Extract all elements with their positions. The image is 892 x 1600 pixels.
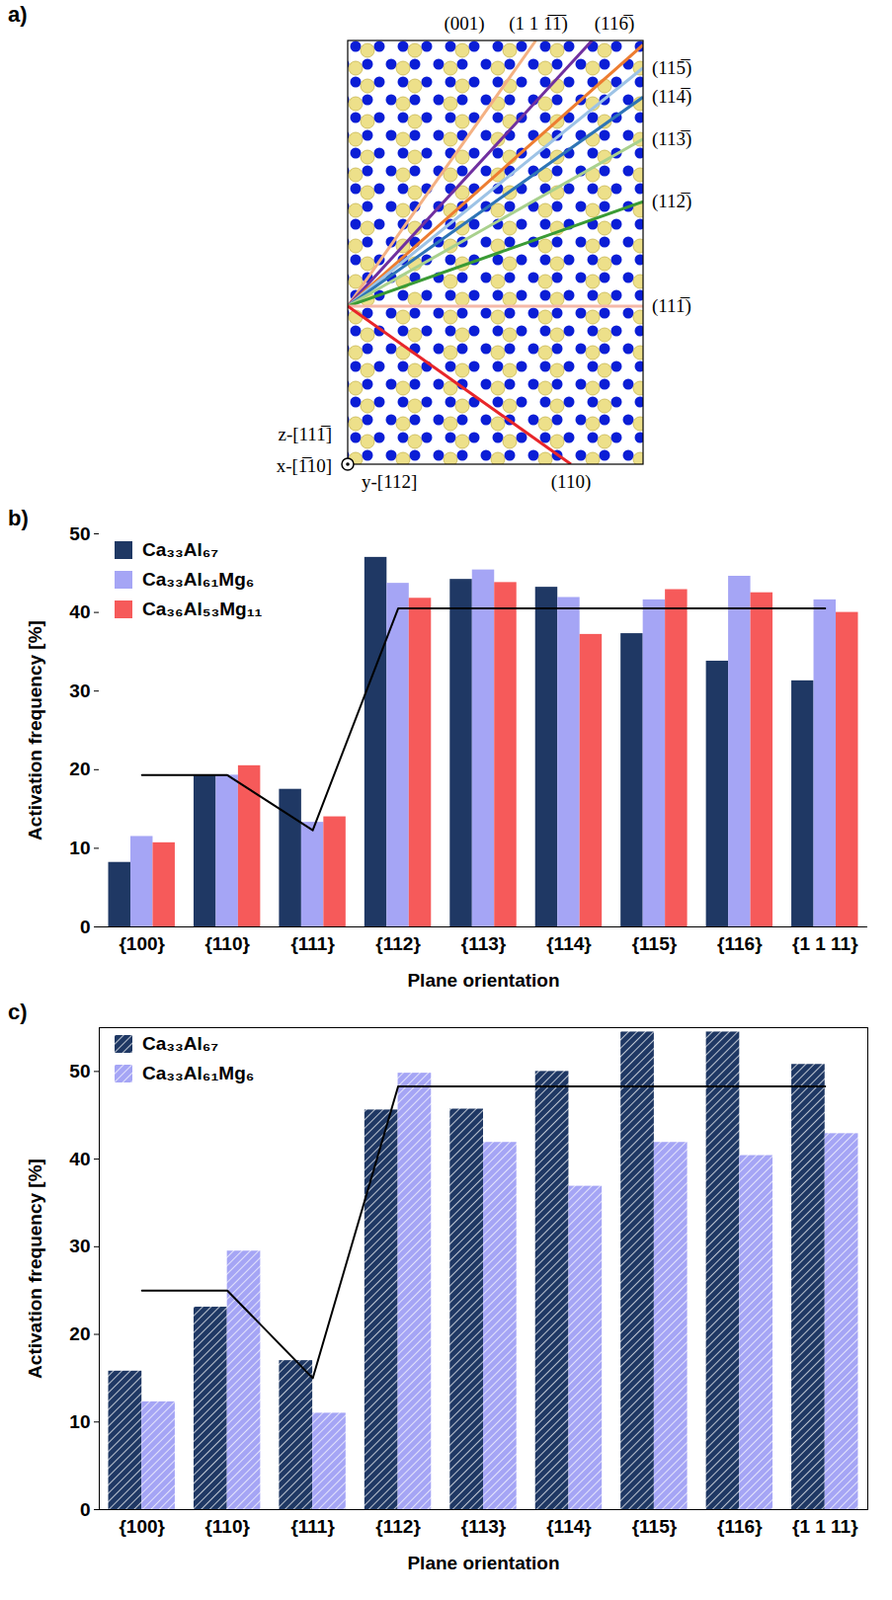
svg-text:(115̅): (115̅) [651, 57, 692, 80]
html-text:c): c) [7, 999, 28, 1025]
svg-text:0: 0 [80, 916, 91, 938]
svg-text:{113}: {113} [461, 1516, 507, 1538]
svg-text:{112}: {112} [375, 933, 421, 955]
svg-text:{114}: {114} [546, 1516, 592, 1538]
html-text:Ca₃₃Al₆₁Mg₆: Ca₃₃Al₆₁Mg₆ [142, 1062, 255, 1084]
svg-text:0: 0 [80, 1499, 91, 1521]
svg-text:{111}: {111} [290, 1516, 335, 1538]
svg-text:{115}: {115} [632, 933, 678, 955]
svg-text:{113}: {113} [461, 933, 507, 955]
svg-text:(110): (110) [551, 471, 591, 493]
svg-text:50: 50 [69, 1060, 90, 1082]
svg-text:{1 1 11}: {1 1 11} [792, 1516, 859, 1538]
svg-text:50: 50 [69, 523, 90, 545]
svg-text:{112}: {112} [375, 1516, 421, 1538]
svg-text:(1 1 1̅1̅): (1 1 1̅1̅) [508, 12, 568, 35]
svg-text:20: 20 [69, 1323, 90, 1345]
svg-text:Plane orientation: Plane orientation [406, 970, 560, 991]
html-text:Ca₃₃Al₆₁Mg₆: Ca₃₃Al₆₁Mg₆ [142, 568, 255, 590]
svg-text:(112̅): (112̅) [651, 190, 692, 213]
svg-text:{1 1 11}: {1 1 11} [792, 933, 859, 955]
svg-text:{115}: {115} [632, 1516, 678, 1538]
svg-text:y-[112]: y-[112] [361, 471, 417, 492]
svg-text:30: 30 [69, 680, 90, 702]
html-text:Ca₃₃Al₆₇: Ca₃₃Al₆₇ [142, 539, 219, 561]
svg-text:Plane orientation: Plane orientation [406, 1552, 560, 1574]
svg-text:{110}: {110} [204, 1516, 250, 1538]
svg-text:(116̅): (116̅) [594, 12, 635, 35]
svg-text:{116}: {116} [717, 1516, 763, 1538]
svg-text:40: 40 [69, 1148, 90, 1170]
svg-text:Activation frequency [%]: Activation frequency [%] [24, 620, 46, 841]
html-text:Ca₃₆Al₅₃Mg₁₁: Ca₃₆Al₅₃Mg₁₁ [142, 598, 263, 620]
svg-text:20: 20 [69, 758, 90, 780]
html-text:Ca₃₃Al₆₇: Ca₃₃Al₆₇ [142, 1033, 219, 1055]
svg-text:x-[1̅10]: x-[1̅10] [276, 455, 332, 477]
svg-text:Activation frequency [%]: Activation frequency [%] [24, 1158, 46, 1379]
svg-text:{100}: {100} [118, 933, 165, 955]
svg-text:30: 30 [69, 1235, 90, 1257]
svg-text:{111}: {111} [290, 933, 335, 955]
svg-text:z-[111̅]: z-[111̅] [277, 423, 332, 445]
svg-text:10: 10 [69, 837, 90, 859]
svg-text:(113̅): (113̅) [651, 128, 692, 151]
svg-text:10: 10 [69, 1411, 90, 1433]
svg-text:40: 40 [69, 601, 90, 623]
svg-text:(111̅): (111̅) [651, 295, 692, 318]
svg-text:(001): (001) [443, 12, 485, 35]
svg-text:{110}: {110} [204, 933, 250, 955]
html-text:b): b) [7, 505, 29, 531]
svg-text:(114̅): (114̅) [651, 85, 692, 108]
svg-text:{114}: {114} [546, 933, 592, 955]
html-text:a): a) [7, 1, 28, 27]
svg-text:{116}: {116} [717, 933, 763, 955]
svg-text:{100}: {100} [118, 1516, 165, 1538]
